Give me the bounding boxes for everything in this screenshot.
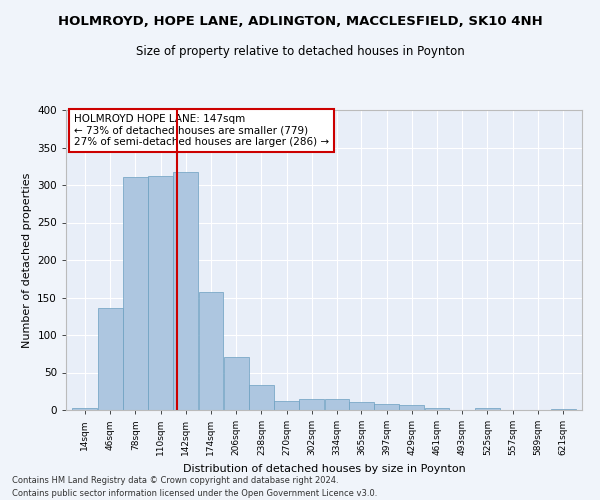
Bar <box>374 404 399 410</box>
X-axis label: Distribution of detached houses by size in Poynton: Distribution of detached houses by size … <box>182 464 466 473</box>
Bar <box>475 408 500 410</box>
Bar <box>199 292 223 410</box>
Bar <box>123 177 148 410</box>
Bar <box>148 176 173 410</box>
Text: Size of property relative to detached houses in Poynton: Size of property relative to detached ho… <box>136 45 464 58</box>
Bar <box>224 357 248 410</box>
Bar <box>173 172 198 410</box>
Text: Contains HM Land Registry data © Crown copyright and database right 2024.: Contains HM Land Registry data © Crown c… <box>12 476 338 485</box>
Bar <box>551 408 575 410</box>
Text: HOLMROYD, HOPE LANE, ADLINGTON, MACCLESFIELD, SK10 4NH: HOLMROYD, HOPE LANE, ADLINGTON, MACCLESF… <box>58 15 542 28</box>
Bar <box>349 402 374 410</box>
Bar <box>325 399 349 410</box>
Bar <box>299 399 324 410</box>
Bar <box>73 408 97 410</box>
Bar <box>425 408 449 410</box>
Text: HOLMROYD HOPE LANE: 147sqm
← 73% of detached houses are smaller (779)
27% of sem: HOLMROYD HOPE LANE: 147sqm ← 73% of deta… <box>74 114 329 147</box>
Bar <box>98 308 122 410</box>
Bar <box>274 401 299 410</box>
Bar <box>249 385 274 410</box>
Bar <box>400 405 424 410</box>
Text: Contains public sector information licensed under the Open Government Licence v3: Contains public sector information licen… <box>12 488 377 498</box>
Y-axis label: Number of detached properties: Number of detached properties <box>22 172 32 348</box>
